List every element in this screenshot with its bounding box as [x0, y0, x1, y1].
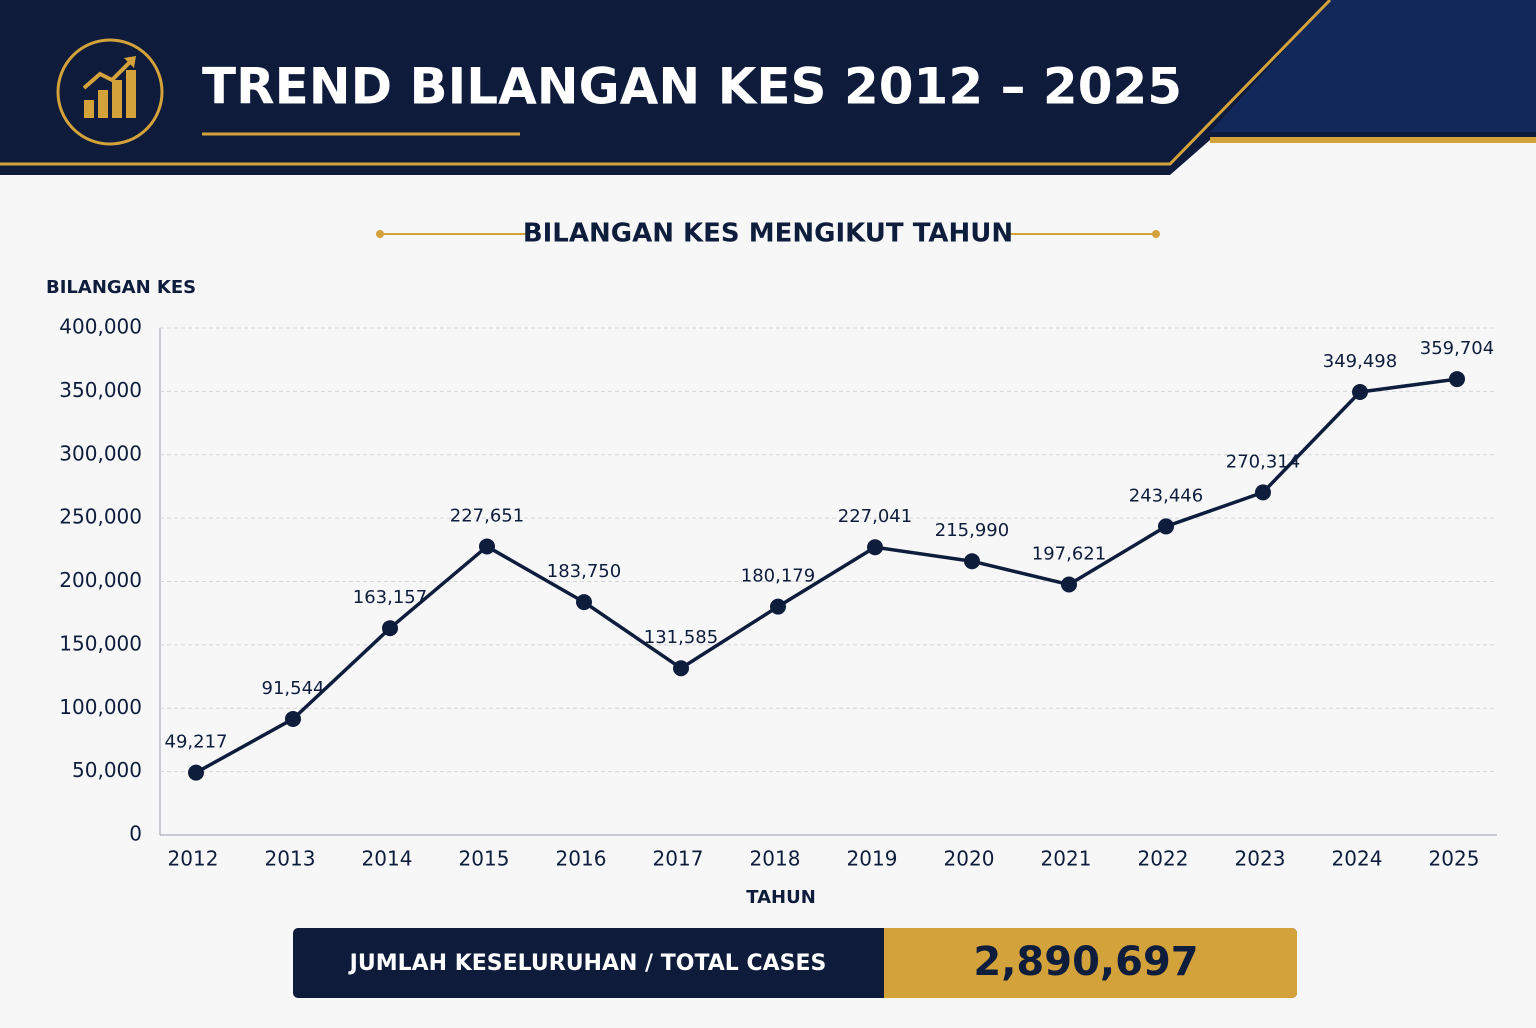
y-tick-label: 350,000: [59, 378, 142, 402]
y-tick-label: 250,000: [59, 505, 142, 529]
icon: [82, 56, 136, 118]
data-label: 131,585: [644, 627, 718, 648]
chart-title: BILANGAN KES MENGIKUT TAHUN: [523, 219, 1013, 249]
x-tick-label: 2016: [556, 847, 607, 871]
x-tick-label: 2019: [847, 847, 898, 871]
y-tick-label: 50,000: [72, 758, 142, 782]
x-tick-label: 2024: [1332, 847, 1383, 871]
data-point: [770, 598, 786, 615]
x-tick-label: 2014: [362, 847, 413, 871]
data-point: [1158, 518, 1174, 535]
data-label: 197,621: [1032, 544, 1106, 565]
page-title: TREND BILANGAN KES 2012 – 2025: [202, 58, 1182, 116]
x-tick-label: 2017: [653, 847, 704, 871]
data-label: 215,990: [935, 520, 1009, 541]
x-tick-label: 2020: [944, 847, 995, 871]
title-dot: [376, 230, 384, 238]
y-tick-label: 400,000: [59, 315, 142, 339]
data-label: 270,314: [1226, 451, 1300, 472]
total-value-box: [884, 928, 1297, 998]
data-point: [576, 594, 592, 611]
y-tick-label: 100,000: [59, 695, 142, 719]
y-tick-label: 200,000: [59, 568, 142, 592]
data-point: [673, 660, 689, 677]
header-band: [0, 0, 1536, 175]
x-tick-label: 2023: [1235, 847, 1286, 871]
data-label: 163,157: [353, 587, 427, 608]
data-label: 349,498: [1323, 351, 1397, 372]
x-tick-label: 2013: [265, 847, 316, 871]
data-point: [1255, 484, 1271, 501]
data-point: [964, 553, 980, 570]
title-dot: [1152, 230, 1160, 238]
data-point: [1449, 371, 1465, 388]
data-label: 180,179: [741, 566, 815, 587]
x-tick-label: 2012: [168, 847, 219, 871]
data-point: [479, 538, 495, 555]
data-label: 227,651: [450, 505, 524, 526]
x-tick-label: 2015: [459, 847, 510, 871]
icon-ring: [56, 38, 164, 146]
data-label: 183,750: [547, 561, 621, 582]
data-label: 243,446: [1129, 485, 1203, 506]
data-label: 49,217: [165, 732, 228, 753]
y-tick-label: 300,000: [59, 441, 142, 465]
x-tick-label: 2018: [750, 847, 801, 871]
data-point: [1352, 384, 1368, 401]
total-label: JUMLAH KESELURUHAN / TOTAL CASES: [348, 951, 827, 976]
header-accent: [1210, 0, 1536, 132]
data-label: 91,544: [262, 678, 325, 699]
data-point: [1061, 576, 1077, 593]
data-label: 359,704: [1420, 338, 1494, 359]
data-point: [188, 764, 204, 781]
data-label: 227,041: [838, 506, 912, 527]
data-point: [285, 710, 301, 727]
data-point: [867, 539, 883, 556]
x-tick-label: 2022: [1138, 847, 1189, 871]
y-tick-label: 0: [129, 822, 142, 846]
y-axis-label: BILANGAN KES: [46, 277, 196, 298]
x-tick-label: 2021: [1041, 847, 1092, 871]
gold-line: [0, 0, 1332, 166]
total-value: 2,890,697: [973, 939, 1198, 985]
data-line: [195, 377, 1458, 775]
x-axis-label: TAHUN: [746, 887, 816, 908]
x-tick-label: 2025: [1429, 847, 1480, 871]
data-point: [382, 620, 398, 637]
y-tick-label: 150,000: [59, 631, 142, 655]
